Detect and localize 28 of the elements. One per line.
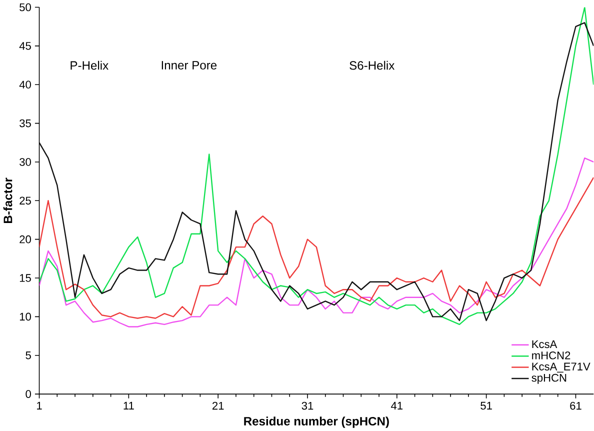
legend-label: KcsA_E71V [532,362,590,372]
y-tick-label: 45 [19,42,31,50]
x-tick-label: 11 [124,402,134,410]
y-tick-label: 5 [26,351,31,360]
annotation: S6-Helix [350,60,395,70]
x-tick-label: 1 [37,402,42,410]
legend-label: mHCN2 [532,351,570,360]
annotation: Inner Pore [162,60,217,70]
y-tick-label: 0 [26,390,31,398]
legend-label: spHCN [532,374,566,384]
x-tick-label: 21 [212,402,224,410]
y-tick-label: 35 [20,119,31,128]
x-tick-label: 61 [570,402,582,410]
x-axis-title: Residue number (spHCN) [244,416,389,428]
x-tick-label: 31 [302,402,314,410]
y-tick-label: 10 [20,312,31,320]
x-tick-label: 51 [480,402,492,410]
line-series [39,176,594,319]
y-tick-label: 30 [20,158,31,166]
y-axis-title: B-factor [3,178,12,223]
y-tick-label: 25 [20,196,31,204]
y-tick-label: 20 [20,235,31,244]
legend-label: KcsA [532,340,558,348]
x-tick-label: 41 [391,402,403,410]
y-tick-label: 15 [20,274,31,282]
annotation: P-Helix [70,60,108,70]
y-tick-label: 40 [19,80,31,88]
y-tick-label: 50 [20,3,31,12]
